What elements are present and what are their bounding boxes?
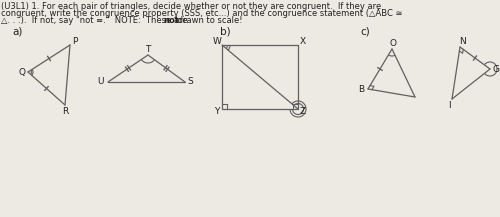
Text: (U3L1) 1. For each pair of triangles, decide whether or not they are congruent. : (U3L1) 1. For each pair of triangles, de… — [1, 2, 382, 11]
Text: c): c) — [360, 27, 370, 37]
Text: G: G — [492, 64, 500, 74]
Text: W: W — [212, 38, 222, 46]
Text: O: O — [390, 39, 396, 49]
Text: R: R — [62, 107, 68, 115]
Text: B: B — [358, 84, 364, 94]
Text: Z: Z — [300, 107, 306, 117]
Text: not: not — [163, 16, 179, 25]
Text: P: P — [72, 38, 78, 46]
Text: T: T — [146, 46, 150, 54]
Text: U: U — [98, 77, 104, 87]
Text: b): b) — [220, 27, 230, 37]
Text: X: X — [300, 38, 306, 46]
Text: S: S — [187, 77, 193, 87]
Text: I: I — [448, 100, 450, 110]
Text: congruent, write the congruence property (SSS, etc...) and the congruence statem: congruent, write the congruence property… — [1, 9, 402, 18]
Text: Q: Q — [18, 67, 26, 77]
Text: drawn to scale!: drawn to scale! — [175, 16, 242, 25]
Text: a): a) — [12, 27, 22, 37]
Text: Y: Y — [214, 107, 220, 117]
Text: N: N — [458, 38, 466, 46]
Text: △. . .).  If not, say "not ≡."  NOTE:  These are: △. . .). If not, say "not ≡." NOTE: Thes… — [1, 16, 190, 25]
